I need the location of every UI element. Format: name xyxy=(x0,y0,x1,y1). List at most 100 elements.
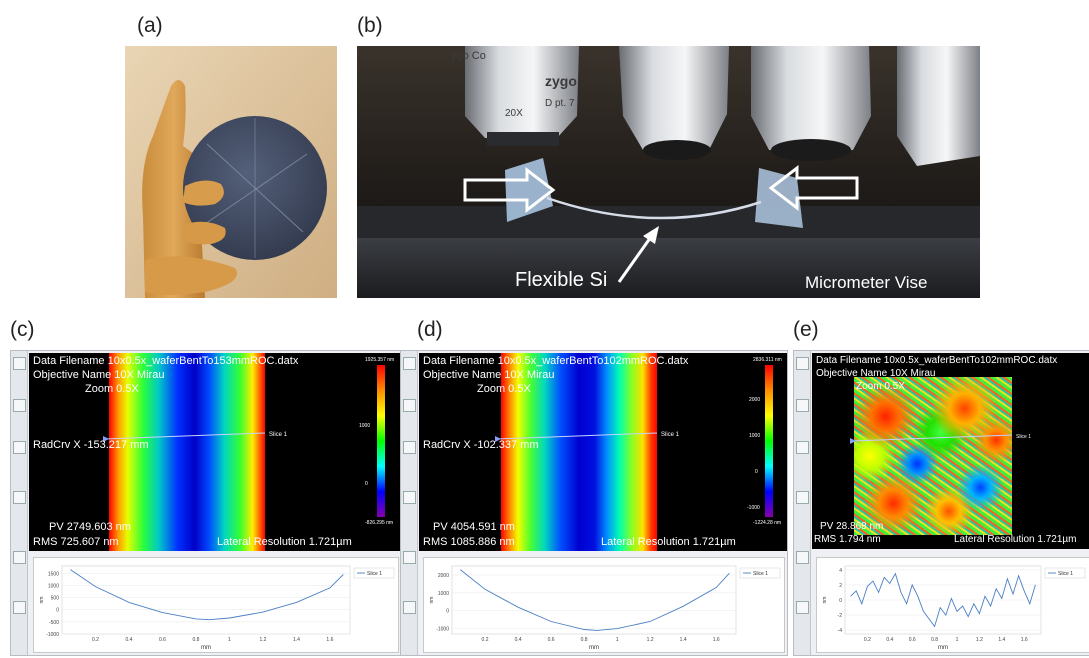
zoom-c: Zoom 0.5X xyxy=(85,383,139,395)
scale-tick-d: -1000 xyxy=(747,505,760,511)
panel-label-a: (a) xyxy=(137,14,163,37)
scale-tick-d: 0 xyxy=(755,469,758,475)
x-tick-label: 0.8 xyxy=(931,637,938,643)
slice-label-c: Slice 1 xyxy=(269,432,288,438)
x-tick-label: 1.6 xyxy=(713,637,720,643)
sidebar-tool-icon[interactable] xyxy=(403,601,416,614)
sidebar-tool-icon[interactable] xyxy=(796,491,809,504)
x-tick-label: 0.6 xyxy=(159,637,166,643)
y-tick-label: 500 xyxy=(51,596,60,602)
scale-top-c: 1925.357 nm xyxy=(365,357,395,363)
x-axis-label: mm xyxy=(938,645,948,651)
sidebar-tool-icon[interactable] xyxy=(13,399,26,412)
sidebar-tool-icon[interactable] xyxy=(796,601,809,614)
y-tick-label: -2 xyxy=(838,613,843,619)
surface-colormap-c xyxy=(109,353,265,551)
x-axis-label: mm xyxy=(201,645,211,651)
y-tick-label: -4 xyxy=(838,628,843,634)
data-filename-e: Data Filename 10x0.5x_waferBentTo102mmRO… xyxy=(816,355,1058,366)
slice-label-d: Slice 1 xyxy=(661,432,680,438)
height-map-d: Slice 1 2836.311 nm -1224.28 nm 2000 100… xyxy=(419,353,787,551)
y-tick-label: 1000 xyxy=(438,591,449,597)
sidebar-tool-icon[interactable] xyxy=(13,357,26,370)
rms-c: RMS 725.607 nm xyxy=(33,536,119,548)
y-axis-label: nm xyxy=(822,597,828,604)
scale-tick-c: 0 xyxy=(365,481,368,487)
panel-label-e: (e) xyxy=(793,318,819,341)
interferometer-panel-c: Slice 1 1925.357 nm -826.295 nm 1000 0 D… xyxy=(10,350,402,656)
objective-name-e: Objective Name 10X Mirau xyxy=(816,368,936,379)
photo-micrometer-vise: ygo Co zygo 20X D pt. 7 Flexible Si Micr… xyxy=(357,46,980,298)
interferometer-panel-e: Slice 1 Data Filename 10x0.5x_waferBentT… xyxy=(793,350,1089,656)
sidebar-d xyxy=(401,351,418,655)
sidebar-tool-icon[interactable] xyxy=(13,441,26,454)
flexible-si-label: Flexible Si xyxy=(515,269,607,291)
sidebar-tool-icon[interactable] xyxy=(13,551,26,564)
y-tick-label: 4 xyxy=(839,568,842,574)
sidebar-tool-icon[interactable] xyxy=(403,491,416,504)
sidebar-tool-icon[interactable] xyxy=(403,399,416,412)
rms-e: RMS 1.794 nm xyxy=(814,534,881,545)
micrometer-vise-label: Micrometer Vise xyxy=(805,273,928,292)
sidebar-tool-icon[interactable] xyxy=(796,399,809,412)
data-filename-c: Data Filename 10x0.5x_waferBentTo153mmRO… xyxy=(33,355,299,367)
x-tick-label: 1.6 xyxy=(326,637,333,643)
y-tick-label: -1000 xyxy=(46,632,59,638)
lateral-resolution-e: Lateral Resolution 1.721µm xyxy=(954,534,1077,545)
scale-bottom-d: -1224.28 nm xyxy=(753,520,782,526)
zoom-e: Zoom 0.5X xyxy=(856,381,905,392)
y-axis-label: nm xyxy=(39,597,45,604)
x-tick-label: 1.2 xyxy=(259,637,266,643)
y-tick-label: 0 xyxy=(446,609,449,615)
sidebar-tool-icon[interactable] xyxy=(403,441,416,454)
profile-plot-e: 4 2 0 -2 -4 0.2 0.4 0.6 0.8 1 1.2 1.4 1.6 mm nm Slice 1 xyxy=(816,557,1089,653)
x-tick-label: 1 xyxy=(956,637,959,643)
sidebar-tool-icon[interactable] xyxy=(796,551,809,564)
scale-tick-d: 2000 xyxy=(749,397,761,403)
rms-d: RMS 1085.886 nm xyxy=(423,536,515,548)
pv-c: PV 2749.603 nm xyxy=(49,521,131,533)
photo-wafer-in-hand xyxy=(125,46,337,298)
sidebar-tool-icon[interactable] xyxy=(796,441,809,454)
pv-e: PV 28.868 nm xyxy=(820,521,884,532)
series-line xyxy=(460,569,730,631)
panel-label-b: (b) xyxy=(357,14,383,37)
sidebar-tool-icon[interactable] xyxy=(403,551,416,564)
x-tick-label: 1.4 xyxy=(998,637,1005,643)
x-tick-label: 0.2 xyxy=(482,637,489,643)
y-tick-label: 2 xyxy=(839,583,842,589)
legend-label: Slice 1 xyxy=(753,571,768,577)
slice-label-e: Slice 1 xyxy=(1016,434,1031,440)
scale-tick-d: 1000 xyxy=(749,433,761,439)
scale-top-d: 2836.311 nm xyxy=(753,357,782,363)
plot-area xyxy=(61,565,351,635)
x-tick-label: 0.6 xyxy=(548,637,555,643)
x-tick-label: 0.6 xyxy=(909,637,916,643)
objective-name-c: Objective Name 10X Mirau xyxy=(33,369,165,381)
x-tick-label: 1.4 xyxy=(293,637,300,643)
height-map-e: Slice 1 Data Filename 10x0.5x_waferBentT… xyxy=(812,353,1089,549)
x-tick-label: 1 xyxy=(228,637,231,643)
scale-bottom-c: -826.295 nm xyxy=(365,520,394,526)
sidebar-tool-icon[interactable] xyxy=(13,491,26,504)
sidebar-tool-icon[interactable] xyxy=(403,357,416,370)
legend-label: Slice 1 xyxy=(367,571,382,577)
x-tick-label: 1 xyxy=(616,637,619,643)
sidebar-tool-icon[interactable] xyxy=(13,601,26,614)
sidebar-c xyxy=(11,351,28,655)
radcrv-c: RadCrv X -153.217 mm xyxy=(33,439,149,451)
y-axis-label: nm xyxy=(429,597,435,604)
lateral-resolution-d: Lateral Resolution 1.721µm xyxy=(601,536,736,548)
objective-name-d: Objective Name 10X Mirau xyxy=(423,369,555,381)
sidebar-tool-icon[interactable] xyxy=(796,357,809,370)
profile-plot-d: 2000 1000 0 -1000 0.2 0.4 0.6 0.8 1 1.2 1.4 1.6 mm nm… xyxy=(423,557,785,653)
y-tick-label: 0 xyxy=(56,608,59,614)
lateral-resolution-c: Lateral Resolution 1.721µm xyxy=(217,536,352,548)
x-tick-label: 0.2 xyxy=(864,637,871,643)
pv-d: PV 4054.591 nm xyxy=(433,521,515,533)
plot-area xyxy=(451,565,737,635)
surface-colormap-d xyxy=(501,353,657,551)
lens-engraving-1: ygo Co xyxy=(451,50,486,62)
x-tick-label: 1.6 xyxy=(1021,637,1028,643)
y-tick-label: 0 xyxy=(839,598,842,604)
